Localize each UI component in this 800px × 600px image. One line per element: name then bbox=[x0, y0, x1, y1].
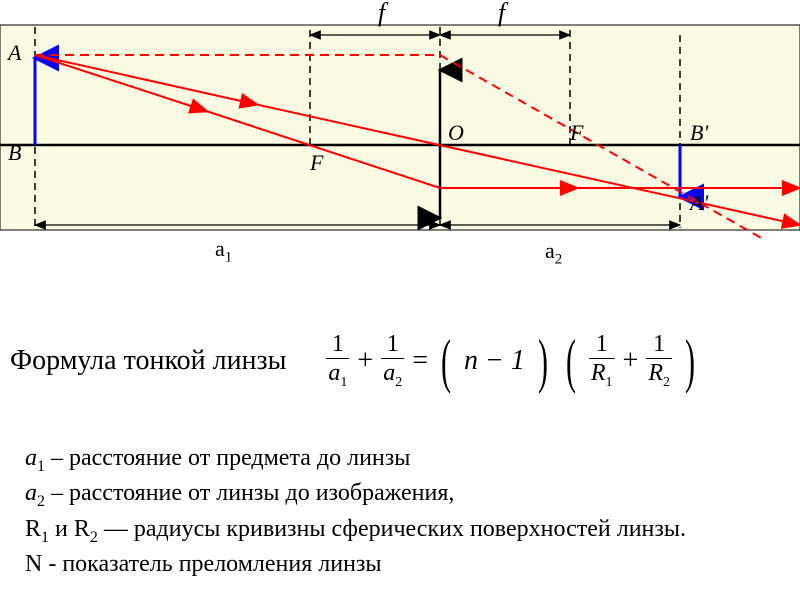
def-a1: а1 – расстояние от предмета до линзы bbox=[25, 442, 800, 477]
a1-label: a1 bbox=[215, 236, 232, 266]
a2-label: a2 bbox=[545, 238, 562, 268]
svg-text:F: F bbox=[309, 150, 324, 175]
lens-diagram: f f bbox=[0, 0, 800, 270]
definitions: а1 – расстояние от предмета до линзы а2 … bbox=[0, 442, 800, 581]
page-title: Формула тонкой линзы bbox=[10, 345, 286, 377]
svg-text:F: F bbox=[569, 120, 584, 145]
svg-text:O: O bbox=[448, 120, 464, 145]
def-n: N - показатель преломления линзы bbox=[25, 548, 800, 580]
def-a2: а2 – расстояние от линзы до изображения, bbox=[25, 477, 800, 512]
ray-diagram-svg: A B F O F B' A' bbox=[0, 0, 800, 240]
title-row: Формула тонкой линзы 1a1 + 1a2 = ( n − 1… bbox=[0, 330, 800, 392]
def-r: R1 и R2 — радиусы кривизны сферических п… bbox=[25, 513, 800, 548]
svg-text:B: B bbox=[8, 140, 21, 165]
lens-formula: 1a1 + 1a2 = ( n − 1 ) ( 1R1 + 1R2 ) bbox=[326, 330, 700, 392]
svg-text:B': B' bbox=[690, 120, 708, 145]
f-label-right: f bbox=[498, 0, 505, 28]
svg-text:A': A' bbox=[688, 190, 708, 215]
svg-text:A: A bbox=[6, 40, 22, 65]
f-label-left: f bbox=[378, 0, 385, 28]
